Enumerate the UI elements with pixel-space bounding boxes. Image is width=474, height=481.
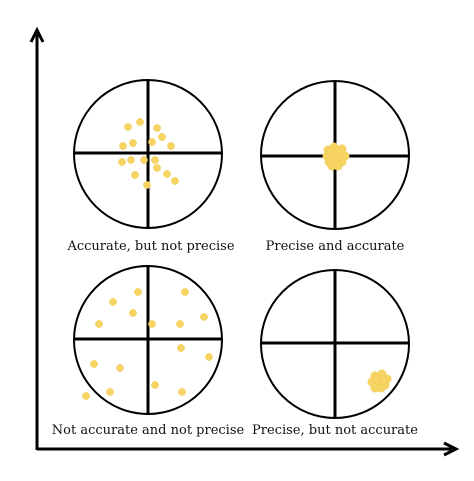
shot-dot — [151, 381, 159, 389]
shot-dot — [177, 344, 185, 352]
shot-dot — [90, 360, 98, 368]
shot-dot — [143, 181, 151, 189]
shot-dot — [136, 118, 144, 126]
shot-dot — [134, 288, 142, 296]
shot-dot — [171, 177, 179, 185]
target-bottom-left: Not accurate and not precise — [52, 265, 245, 438]
shot-dot — [129, 309, 137, 317]
target-top-left: Accurate, but not precise — [66, 79, 235, 254]
shot-dot — [153, 164, 161, 172]
shot-dot — [129, 139, 137, 147]
y-axis-arrowhead — [29, 26, 45, 43]
shot-dot — [131, 171, 139, 179]
shot-dot — [148, 138, 156, 146]
shot-dots — [82, 288, 213, 400]
shot-dot — [95, 320, 103, 328]
target-top-right: Precise and accurate — [260, 80, 410, 254]
shot-dot — [158, 133, 166, 141]
target-bottom-right: Precise, but not accurate — [252, 269, 418, 438]
shot-dot — [378, 375, 388, 385]
shot-dot — [181, 288, 189, 296]
shot-dot — [167, 142, 175, 150]
caption-top-left: Accurate, but not precise — [66, 239, 234, 254]
shot-dot — [333, 146, 343, 156]
shot-dot — [82, 392, 90, 400]
shot-dot — [176, 320, 184, 328]
shot-dot — [151, 156, 159, 164]
shot-dots — [118, 118, 179, 189]
shot-dots — [367, 369, 392, 393]
shot-dot — [119, 142, 127, 150]
shot-dot — [140, 156, 148, 164]
shot-dot — [376, 383, 386, 393]
shot-dot — [178, 388, 186, 396]
shot-dot — [124, 123, 132, 131]
axes — [29, 26, 460, 457]
shot-dot — [116, 364, 124, 372]
shot-dot — [205, 353, 213, 361]
shot-dot — [106, 388, 114, 396]
shot-dot — [109, 298, 117, 306]
shot-dot — [148, 320, 156, 328]
shot-dot — [333, 161, 343, 171]
shot-dot — [163, 170, 171, 178]
shot-dot — [200, 313, 208, 321]
caption-top-right: Precise and accurate — [266, 239, 405, 254]
caption-bottom-right: Precise, but not accurate — [252, 423, 418, 438]
x-axis-arrowhead — [443, 441, 460, 457]
shot-dot — [118, 158, 126, 166]
shot-dot — [127, 156, 135, 164]
shot-dots — [322, 142, 350, 171]
shot-dot — [153, 124, 161, 132]
caption-bottom-left: Not accurate and not precise — [52, 423, 245, 438]
